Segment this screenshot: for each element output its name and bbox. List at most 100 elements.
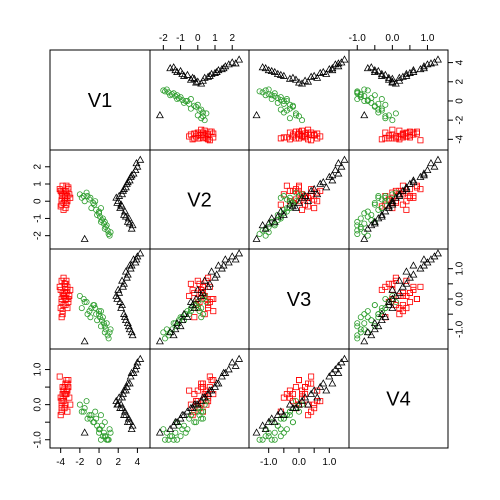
data-point-square: [205, 274, 212, 281]
data-point-circle: [86, 412, 93, 419]
data-point-square: [205, 398, 212, 405]
data-point-circle: [198, 106, 205, 113]
data-point-circle: [354, 323, 361, 330]
data-point-triangle: [221, 62, 230, 70]
data-point-circle: [165, 332, 172, 339]
data-point-triangle: [395, 276, 404, 284]
data-point-circle: [196, 308, 203, 315]
data-point-circle: [280, 193, 287, 200]
data-point-square: [187, 280, 194, 287]
data-point-triangle: [80, 337, 89, 345]
panel-V3-V1: [49, 248, 151, 350]
data-point-square: [399, 302, 406, 309]
data-point-circle: [106, 232, 113, 239]
data-point-circle: [88, 305, 95, 312]
data-point-circle: [198, 314, 205, 321]
data-point-triangle: [409, 177, 418, 186]
data-point-triangle: [331, 60, 340, 68]
data-point-triangle: [363, 328, 372, 336]
data-point-triangle: [155, 111, 164, 119]
data-point-square: [385, 280, 392, 287]
data-point-square: [64, 387, 71, 394]
data-point-square: [396, 311, 403, 318]
tick-label: 0: [33, 198, 44, 204]
data-point-circle: [81, 405, 88, 412]
data-point-circle: [182, 97, 189, 104]
data-point-square: [283, 182, 290, 189]
data-point-circle: [160, 87, 167, 94]
tick-label: 1.0: [420, 33, 434, 44]
data-point-circle: [76, 292, 83, 299]
data-point-circle: [199, 295, 206, 302]
data-point-triangle: [419, 261, 428, 269]
data-point-triangle: [217, 372, 226, 380]
data-point-square: [194, 387, 201, 394]
data-point-circle: [354, 230, 361, 237]
data-point-triangle: [395, 76, 404, 84]
data-point-circle: [289, 199, 296, 206]
data-point-circle: [280, 97, 287, 104]
data-point-triangle: [192, 294, 201, 302]
data-point-triangle: [419, 62, 428, 70]
data-point-triangle: [183, 407, 192, 415]
data-point-circle: [93, 311, 100, 318]
data-point-circle: [286, 408, 293, 415]
data-point-circle: [361, 97, 368, 104]
data-point-triangle: [301, 393, 310, 401]
data-point-circle: [86, 308, 93, 315]
data-point-triangle: [258, 221, 267, 229]
data-point-triangle: [166, 424, 175, 433]
data-point-triangle: [188, 300, 197, 308]
data-point-triangle: [198, 393, 207, 401]
data-point-circle: [92, 305, 99, 312]
axis-right-V3: -1.0 0.0 1.0: [447, 261, 466, 338]
data-point-triangle: [131, 365, 140, 373]
data-point-triangle: [377, 69, 386, 77]
data-point-triangle: [340, 155, 349, 163]
data-point-circle: [361, 86, 368, 93]
data-point-circle: [364, 232, 371, 239]
data-point-triangle: [212, 379, 221, 387]
tick-label: -2: [33, 231, 44, 240]
data-point-triangle: [270, 417, 279, 425]
data-point-square: [210, 308, 217, 315]
data-point-square: [314, 198, 321, 205]
data-point-circle: [265, 86, 272, 93]
data-point-triangle: [235, 55, 244, 63]
data-point-square: [311, 405, 318, 412]
data-point-triangle: [322, 183, 331, 191]
data-point-circle: [375, 106, 382, 113]
data-point-circle: [364, 87, 371, 94]
data-point-triangle: [419, 171, 428, 179]
data-point-square: [58, 398, 65, 405]
data-point-circle: [280, 415, 287, 422]
data-point-triangle: [409, 65, 418, 74]
data-point-square: [205, 302, 212, 309]
data-point-circle: [382, 295, 389, 302]
data-point-circle: [375, 109, 382, 116]
data-point-square: [201, 311, 208, 318]
data-point-triangle: [337, 162, 346, 170]
data-point-circle: [97, 412, 104, 419]
data-point-circle: [375, 100, 382, 107]
data-point-triangle: [328, 368, 337, 376]
data-point-triangle: [313, 73, 322, 81]
data-point-triangle: [267, 414, 276, 422]
data-point-circle: [187, 96, 194, 103]
data-point-circle: [280, 100, 287, 107]
panel-V1-V4: [348, 49, 449, 151]
panel-V3-V3: V3: [248, 248, 350, 350]
data-point-circle: [364, 308, 371, 315]
tick-label: 1.0: [455, 261, 466, 275]
data-point-triangle: [285, 200, 294, 208]
data-point-square: [191, 289, 198, 296]
data-point-triangle: [219, 64, 228, 72]
data-point-triangle: [298, 193, 307, 201]
data-point-square: [295, 135, 302, 142]
data-point-triangle: [261, 424, 270, 433]
data-point-circle: [286, 101, 293, 108]
data-point-circle: [256, 230, 263, 237]
panel-V1-V1: V1: [49, 49, 151, 151]
data-point-circle: [106, 329, 113, 336]
data-point-circle: [101, 323, 108, 330]
